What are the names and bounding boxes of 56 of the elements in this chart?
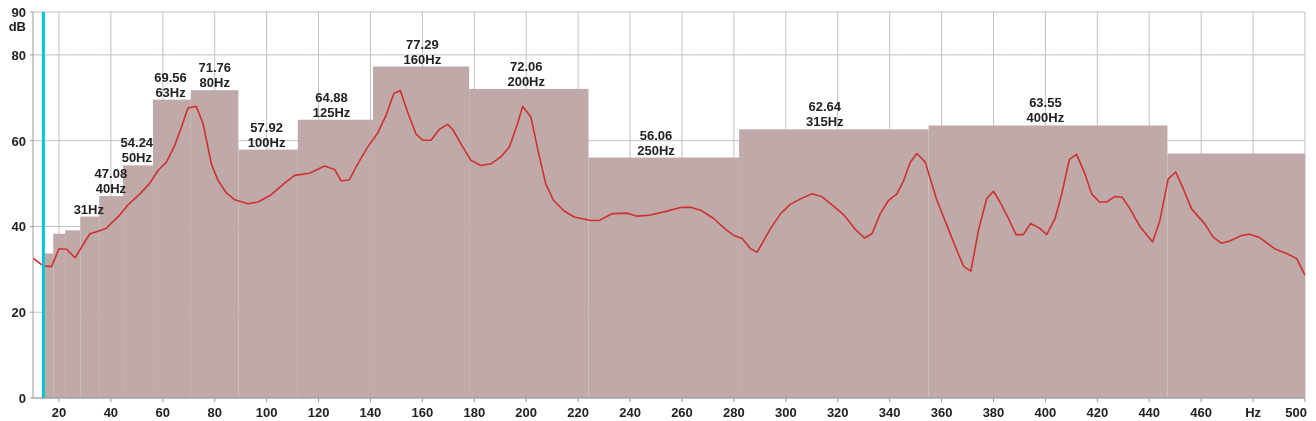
x-tick-label: 60 (155, 405, 171, 420)
x-tick-label: 160 (411, 405, 434, 420)
annotation: 80Hz (199, 75, 231, 91)
annotation: 63Hz (155, 84, 187, 100)
x-tick-label: 220 (567, 405, 589, 420)
y-axis-title: dB (8, 19, 26, 34)
annotation: 160Hz (403, 51, 442, 67)
x-tick-label: 40 (103, 405, 119, 420)
y-tick-label: 90 (11, 5, 26, 20)
data-label: 54.24 (120, 135, 154, 151)
y-tick-label: 0 (18, 391, 26, 406)
annotation: 315Hz (805, 114, 845, 130)
data-label: 64.88 (315, 89, 348, 105)
x-tick-label: 260 (671, 405, 693, 420)
annotation: 100Hz (247, 134, 286, 150)
data-label: 63.55 (1029, 95, 1062, 111)
x-tick-label: 360 (930, 405, 953, 420)
data-label: 71.76 (198, 60, 231, 76)
y-tick-label: 40 (11, 219, 26, 235)
x-tick-label: 320 (826, 405, 849, 420)
x-tick-label: 440 (1138, 405, 1161, 420)
y-tick-label: 60 (11, 133, 26, 149)
annotation: 200Hz (507, 73, 546, 89)
y-tick-label: 80 (11, 47, 26, 63)
x-tick-label: 300 (774, 405, 797, 420)
data-label: 69.56 (154, 69, 187, 85)
x-tick-label: 380 (982, 405, 1005, 420)
x-tick-label: 140 (359, 405, 382, 420)
x-tick-label: 420 (1086, 405, 1109, 420)
x-tick-label: 100 (255, 405, 278, 420)
data-label: 77.29 (406, 36, 439, 52)
annotation: 50Hz (121, 150, 153, 166)
data-label: 57.92 (250, 119, 283, 135)
x-tick-label: 120 (307, 405, 330, 420)
line-series (33, 89, 1305, 277)
x-tick-label: 200 (515, 405, 538, 420)
annotation: 400Hz (1026, 110, 1065, 126)
x-tick-label: 240 (619, 405, 641, 420)
x-tick-label: 400 (1034, 405, 1057, 420)
x-tick-label: 460 (1190, 405, 1213, 420)
x-tick-label: 500 (1285, 405, 1307, 420)
x-tick-label: 340 (878, 405, 901, 420)
x-tick-label: 80 (207, 405, 222, 420)
annotation: 125Hz (312, 104, 351, 120)
annotation: 31Hz (73, 201, 105, 217)
data-label: 62.64 (808, 99, 842, 115)
data-label: 56.06 (639, 127, 673, 143)
annotation: 250Hz (637, 142, 676, 158)
x-tick-label: 180 (463, 405, 486, 420)
data-label: 72.06 (509, 58, 543, 74)
y-tick-label: 20 (11, 305, 26, 321)
x-tick-label: 280 (723, 405, 745, 420)
x-tick-label: 20 (51, 405, 67, 420)
data-label: 47.08 (94, 166, 128, 182)
annotation: 40Hz (95, 181, 127, 197)
x-tick-label: Hz (1245, 405, 1262, 420)
